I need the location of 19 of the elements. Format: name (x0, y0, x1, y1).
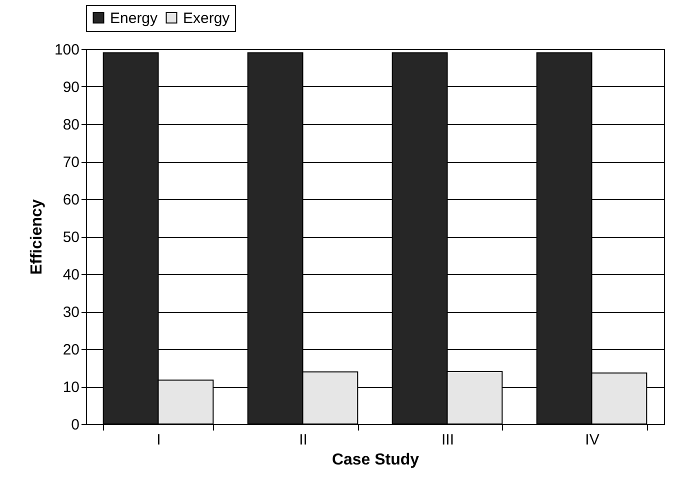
y-tick-label: 90 (62, 79, 80, 96)
x-axis-title: Case Study (332, 452, 420, 468)
y-tick-label: 30 (62, 304, 80, 321)
y-tick-label: 100 (54, 42, 80, 58)
y-tick-label: 20 (62, 342, 80, 358)
y-axis-title: Efficiency (28, 199, 46, 275)
y-tick-label: 80 (62, 116, 80, 134)
x-tick-label: II (299, 432, 308, 448)
y-tick-label: 60 (62, 192, 80, 208)
y-tick-label: 70 (62, 154, 80, 171)
x-tick-label: I (156, 432, 161, 448)
y-tick-label: 40 (62, 266, 80, 284)
legend-label: Exergy (183, 10, 230, 27)
x-tick-label: IV (585, 432, 600, 448)
y-tick-label: 50 (62, 229, 80, 246)
legend-label: Energy (110, 10, 158, 27)
y-tick-label: 0 (71, 416, 80, 434)
x-tick-label: III (441, 432, 454, 448)
y-tick-label: 10 (62, 379, 80, 396)
